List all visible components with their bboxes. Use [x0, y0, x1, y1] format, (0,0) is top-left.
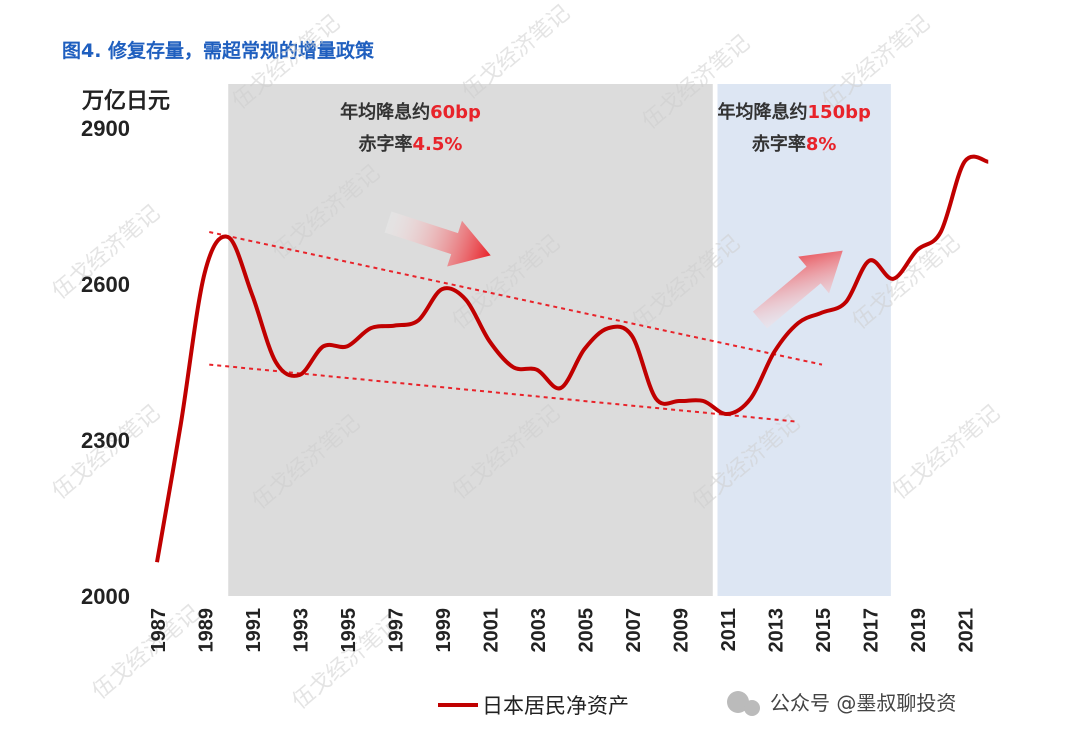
legend: 日本居民净资产: [438, 694, 629, 718]
x-tick-label: 2017: [861, 608, 883, 653]
period-annotation: 赤字率8%: [752, 133, 837, 155]
watermark-text: 伍戈经济笔记: [88, 601, 205, 705]
x-tick-label: 1993: [291, 608, 313, 653]
x-tick-label: 2005: [576, 608, 598, 653]
watermark-source-text: 公众号 @墨叔聊投资: [770, 691, 956, 715]
x-tick-label: 2007: [623, 608, 645, 653]
x-tick-label: 2001: [481, 608, 503, 653]
y-axis-unit: 万亿日元: [81, 89, 170, 114]
watermark-source: 公众号 @墨叔聊投资: [727, 691, 956, 716]
legend-label: 日本居民净资产: [482, 694, 629, 718]
x-tick-label: 1995: [338, 608, 360, 653]
y-tick-label: 2300: [81, 428, 130, 453]
x-tick-label: 2015: [813, 608, 835, 653]
x-tick-label: 1991: [243, 608, 265, 653]
x-tick-label: 2013: [766, 608, 788, 653]
watermark-text: 伍戈经济笔记: [888, 401, 1005, 505]
x-tick-label: 1999: [433, 608, 455, 653]
x-tick-label: 2021: [956, 608, 978, 653]
x-tick-label: 1987: [148, 608, 170, 653]
x-tick-label: 1989: [196, 608, 218, 653]
x-tick-label: 2009: [671, 608, 693, 653]
x-tick-label: 2011: [718, 608, 740, 651]
y-tick-label: 2000: [81, 584, 130, 609]
x-tick-label: 1997: [386, 608, 408, 653]
x-tick-label: 2003: [528, 608, 550, 653]
period-annotation: 年均降息约60bp: [340, 101, 481, 123]
y-tick-label: 2900: [81, 116, 130, 141]
period-annotation: 年均降息约150bp: [718, 101, 871, 123]
x-tick-label: 2019: [908, 608, 930, 653]
shaded-period-2: [718, 84, 891, 596]
shaded-period-1: [228, 84, 713, 596]
period-annotation: 赤字率4.5%: [359, 133, 463, 155]
y-tick-label: 2600: [81, 272, 130, 297]
